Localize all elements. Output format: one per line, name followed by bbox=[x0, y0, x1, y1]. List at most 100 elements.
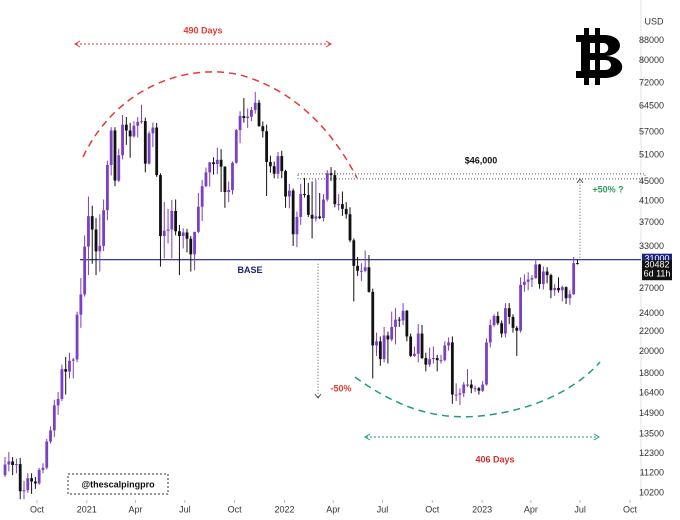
y-tick-label: 64500 bbox=[639, 100, 664, 110]
plot: 10200 11200 12300 13500 14900 16400 18000 20000… bbox=[3, 35, 672, 514]
candle-body bbox=[223, 166, 227, 193]
resistance-label: $46,000 bbox=[465, 155, 498, 165]
top-arc bbox=[82, 71, 358, 179]
handle-box bbox=[67, 473, 169, 495]
downside-arrowhead bbox=[314, 393, 322, 399]
y-tick-label: 13500 bbox=[639, 428, 664, 438]
last-price-box bbox=[642, 260, 672, 281]
candle-body bbox=[435, 358, 439, 361]
candle-body bbox=[375, 341, 378, 346]
x-tick-label: Jul bbox=[179, 504, 191, 514]
candle-body bbox=[485, 342, 488, 385]
candle-body bbox=[333, 175, 337, 205]
candle-body bbox=[413, 353, 416, 356]
candle-body bbox=[178, 231, 181, 237]
candle-body bbox=[22, 490, 26, 492]
candle-body bbox=[208, 162, 212, 173]
candle-body bbox=[231, 162, 234, 191]
bottom-arc bbox=[354, 361, 601, 418]
candle-body bbox=[124, 124, 128, 131]
candle-body bbox=[363, 267, 367, 271]
candle-body bbox=[439, 360, 443, 362]
candle-body bbox=[386, 335, 390, 340]
candle-body bbox=[26, 478, 30, 491]
candle-body bbox=[295, 216, 299, 235]
candle-body bbox=[519, 284, 522, 331]
candle-body bbox=[15, 464, 18, 466]
top-span-arrowheads bbox=[74, 40, 332, 48]
candle-body bbox=[401, 310, 405, 321]
candle-body bbox=[253, 102, 257, 110]
candle-body bbox=[200, 186, 204, 207]
candle-body bbox=[246, 116, 250, 119]
candle-body bbox=[11, 461, 15, 466]
candle-body bbox=[443, 345, 447, 361]
base-label: BASE bbox=[237, 265, 262, 275]
base-price-box bbox=[642, 253, 672, 265]
candle-body bbox=[98, 245, 102, 252]
y-tick-label: 37000 bbox=[639, 217, 664, 227]
x-tick-label: 2023 bbox=[472, 504, 492, 514]
candle-body bbox=[432, 358, 435, 360]
resistance-zone bbox=[297, 173, 646, 180]
candle-body bbox=[545, 271, 549, 276]
bottom-span-arrowheads bbox=[364, 433, 600, 441]
bottom-span-label: 406 Days bbox=[475, 454, 514, 464]
upside-label: +50% ? bbox=[592, 184, 623, 194]
y-tick-label: 41000 bbox=[639, 195, 664, 205]
candle-body bbox=[541, 271, 545, 285]
candle-body bbox=[268, 161, 272, 167]
candle-body bbox=[466, 384, 469, 386]
candle-body bbox=[7, 461, 11, 465]
x-tick-label: Apr bbox=[524, 504, 538, 514]
x-tick-label: Oct bbox=[30, 504, 45, 514]
candle-body bbox=[492, 316, 496, 326]
candle-body bbox=[447, 342, 450, 346]
candle-body bbox=[526, 279, 530, 282]
y-tick-label: 14900 bbox=[639, 408, 664, 418]
candle-body bbox=[276, 156, 280, 174]
candle-body bbox=[87, 216, 90, 247]
candle-body bbox=[117, 155, 121, 181]
candle-body bbox=[564, 287, 568, 299]
candle-body bbox=[560, 287, 564, 291]
candle-body bbox=[151, 127, 155, 134]
x-tick-label: Oct bbox=[425, 504, 440, 514]
candle-body bbox=[538, 264, 541, 285]
candle-body bbox=[143, 121, 147, 164]
candle-body bbox=[147, 133, 151, 164]
candle-body bbox=[30, 478, 33, 482]
candle-body bbox=[181, 232, 185, 237]
candle-body bbox=[553, 287, 557, 291]
candle-body bbox=[344, 208, 348, 215]
upside-arrowhead bbox=[576, 178, 584, 184]
candle-body bbox=[128, 130, 132, 137]
candle-body bbox=[473, 388, 477, 390]
candle-body bbox=[49, 430, 52, 442]
candle-body bbox=[329, 173, 333, 176]
y-tick-label: 27000 bbox=[639, 283, 664, 293]
candle-body bbox=[341, 204, 344, 209]
candle-body bbox=[337, 204, 341, 206]
candle-body bbox=[390, 326, 394, 340]
candle-body bbox=[94, 229, 98, 252]
candle-body bbox=[356, 265, 359, 271]
candle-body bbox=[469, 384, 473, 389]
candle-body bbox=[113, 130, 117, 181]
candle-body bbox=[56, 398, 60, 406]
candle-body bbox=[41, 467, 45, 470]
last-price-label: 30482 bbox=[644, 260, 669, 270]
y-tick-label: 11200 bbox=[640, 468, 664, 478]
candle-body bbox=[193, 231, 196, 255]
candle-body bbox=[303, 193, 306, 195]
candle-body bbox=[68, 360, 71, 372]
candle-body bbox=[522, 281, 526, 285]
candle-body bbox=[557, 287, 560, 291]
y-tick-label: 12300 bbox=[639, 448, 664, 458]
candle-body bbox=[219, 159, 223, 167]
candle-body bbox=[322, 199, 325, 219]
candle-body bbox=[136, 121, 140, 126]
candle-body bbox=[568, 294, 572, 299]
candle-body bbox=[162, 230, 166, 237]
candle-body bbox=[306, 194, 310, 215]
